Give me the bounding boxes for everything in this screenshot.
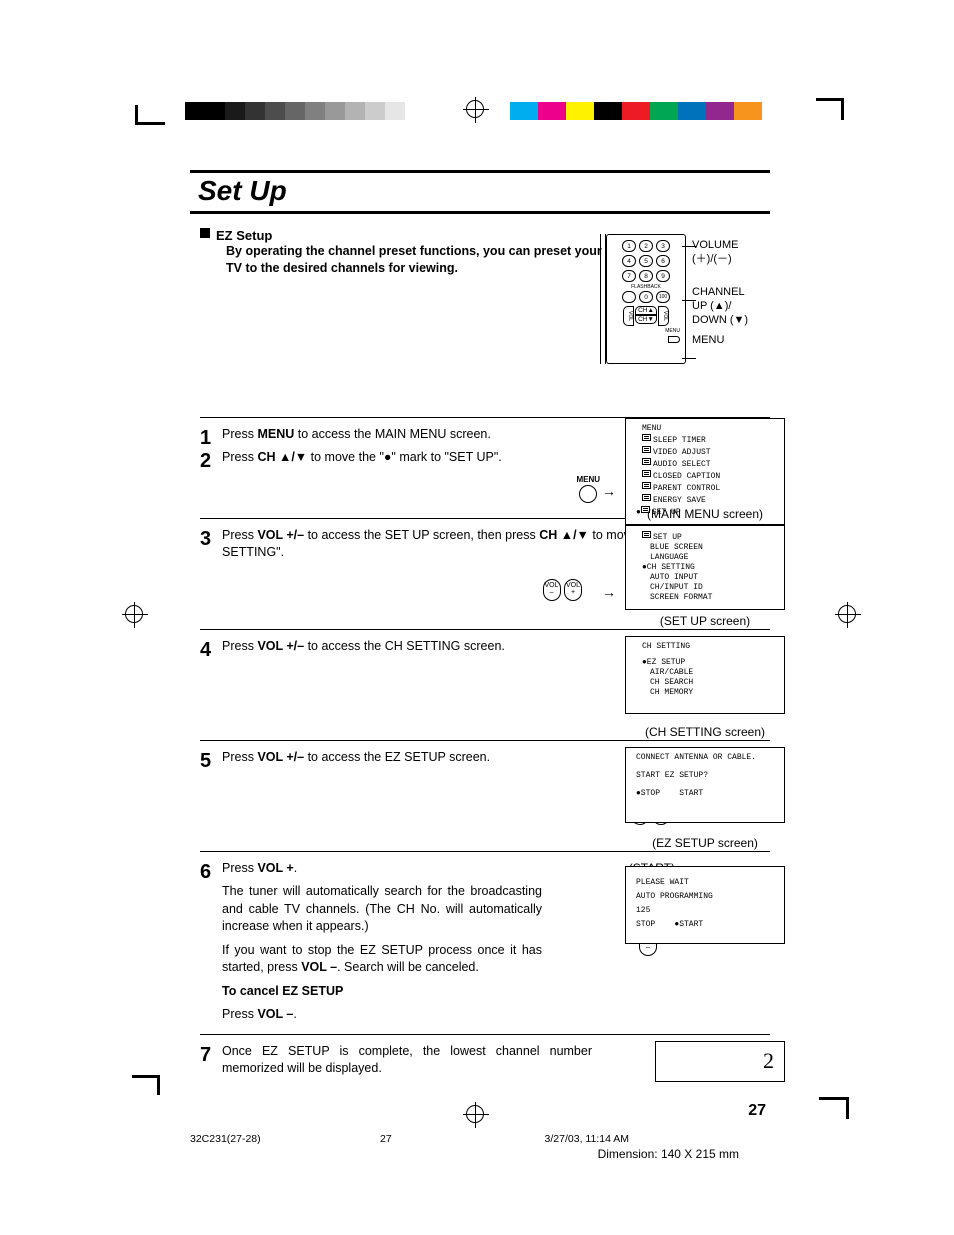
setup-screen: SET UPBLUE SCREENLANGUAGE●CH SETTINGAUTO… — [625, 525, 785, 610]
footer-timestamp: 3/27/03, 11:14 AM — [545, 1133, 629, 1145]
channel-sub1: UP (▲)/ — [692, 299, 748, 313]
ch-setting-screen: CH SETTING●EZ SETUPAIR/CABLECH SEARCHCH … — [625, 636, 785, 714]
keypad-key: 5 — [639, 255, 653, 267]
square-bullet-icon — [200, 228, 210, 238]
step-5: 5 Press VOL +/– to access the EZ SETUP s… — [200, 749, 770, 849]
vol-right: VOL — [658, 306, 669, 326]
arrow-icon: → — [602, 583, 616, 603]
cancel-text: Press VOL –. — [222, 1006, 770, 1024]
vol-minus: VOL– — [543, 579, 561, 601]
color-bar — [510, 102, 790, 120]
menu-btn-label: MENU — [576, 474, 600, 485]
remote-figure: 123 456 789 FLASHBACK 0 100 VOL CH▲ CH▼ — [600, 234, 780, 364]
keypad-key: 4 — [622, 255, 636, 267]
channel-sub2: DOWN (▼) — [692, 313, 748, 327]
circle-btn-icon — [579, 485, 597, 503]
keypad: 123 456 789 — [612, 240, 680, 282]
progress-screen: PLEASE WAITAUTO PROGRAMMING125STOP ●STAR… — [625, 866, 785, 944]
reg-mark-top-right — [816, 98, 844, 120]
nav-cluster: VOL CH▲ CH▼ VOL — [612, 306, 680, 326]
oval-btn — [622, 291, 636, 303]
step-num-3: 3 — [200, 527, 222, 627]
step-7: 7 Once EZ SETUP is complete, the lowest … — [200, 1043, 770, 1084]
ez-setup-label: (EZ SETUP screen) — [625, 835, 785, 852]
reg-mark-bottom-left — [130, 1075, 160, 1105]
step-6-line1: Press VOL +. — [222, 860, 542, 878]
step-num-4: 4 — [200, 638, 222, 738]
vol-plus: VOL+ — [564, 579, 582, 601]
setup-label: (SET UP screen) — [625, 613, 785, 630]
ch-dn: CH▼ — [635, 315, 657, 324]
step-4: 4 Press VOL +/– to access the CH SETTING… — [200, 638, 770, 738]
keypad-key: 6 — [656, 255, 670, 267]
keypad-key: 3 — [656, 240, 670, 252]
hundred-key: 100 — [656, 291, 670, 303]
page-title: Set Up — [198, 175, 287, 206]
reg-mark-top-left — [135, 95, 165, 125]
vol-btns-3: VOL– VOL+ — [543, 579, 582, 601]
ez-setup-heading-text: EZ Setup — [216, 228, 272, 243]
keypad-key: 9 — [656, 270, 670, 282]
footer: 32C231(27-28) 27 3/27/03, 11:14 AM Dimen… — [190, 1133, 784, 1145]
ez-setup-screen: CONNECT ANTENNA OR CABLE.START EZ SETUP?… — [625, 747, 785, 823]
footer-page: 27 — [380, 1133, 392, 1145]
menu-key-icon — [668, 336, 680, 343]
step-num-2: 2 — [200, 449, 222, 473]
footer-filename: 32C231(27-28) — [190, 1133, 261, 1145]
volume-label: VOLUME — [692, 238, 748, 252]
flashback-label: FLASHBACK — [612, 284, 680, 290]
step-num-6: 6 — [200, 860, 222, 1030]
step-1: 1 Press MENU to access the MAIN MENU scr… — [200, 426, 770, 516]
menu-label: MENU — [692, 333, 748, 347]
keypad-key: 7 — [622, 270, 636, 282]
zero-key: 0 — [639, 291, 653, 303]
grayscale-bar — [185, 102, 425, 120]
volume-sub: (＋)/(－) — [692, 252, 748, 266]
ez-setup-section: EZ Setup By operating the channel preset… — [190, 228, 770, 1120]
title-bar: Set Up — [190, 170, 770, 214]
reg-mark-bottom-right — [819, 1097, 849, 1127]
step-6-para2: If you want to stop the EZ SETUP process… — [222, 942, 542, 977]
step-num-5: 5 — [200, 749, 222, 849]
keypad-bottom: 0 100 — [612, 291, 680, 303]
step-7-text: Once EZ SETUP is complete, the lowest ch… — [222, 1043, 592, 1078]
vol-left: VOL — [623, 306, 634, 326]
ch-setting-label: (CH SETTING screen) — [625, 724, 785, 741]
result-display: 2 — [655, 1041, 785, 1082]
ez-setup-intro: By operating the channel preset function… — [226, 243, 606, 277]
cancel-heading: To cancel EZ SETUP — [222, 983, 770, 1001]
main-menu-label: (MAIN MENU screen) — [625, 506, 785, 523]
channel-label: CHANNEL — [692, 285, 748, 299]
step-num-7: 7 — [200, 1043, 222, 1084]
remote-box: 123 456 789 FLASHBACK 0 100 VOL CH▲ CH▼ — [606, 234, 686, 364]
keypad-key: 8 — [639, 270, 653, 282]
registration-crosshair-left — [125, 605, 143, 623]
step-6: 6 Press VOL +. The tuner will automatica… — [200, 860, 770, 1030]
step-6-para1: The tuner will automatically search for … — [222, 883, 542, 936]
keypad-key: 2 — [639, 240, 653, 252]
arrow-icon: → — [602, 482, 616, 502]
registration-crosshair-right — [838, 605, 856, 623]
step-3: 3 Press VOL +/– to access the SET UP scr… — [200, 527, 770, 627]
menu-btn-fig: MENU — [576, 474, 600, 506]
keypad-key: 1 — [622, 240, 636, 252]
remote-side-labels: VOLUME (＋)/(－) CHANNEL UP (▲)/ DOWN (▼) … — [692, 238, 748, 348]
page-number: 27 — [200, 1102, 770, 1120]
registration-crosshair-top — [466, 100, 484, 118]
ch-up: CH▲ — [635, 306, 657, 315]
footer-dimension: Dimension: 140 X 215 mm — [598, 1147, 739, 1161]
